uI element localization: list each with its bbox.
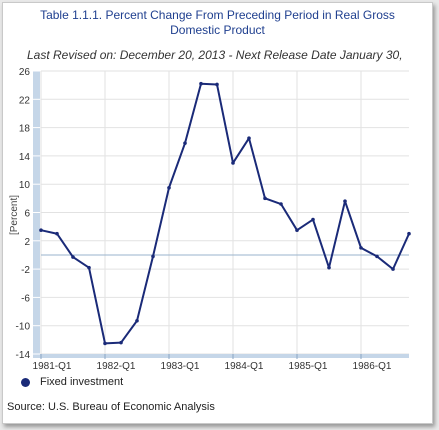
chart-subtitle: Last Revised on: December 20, 2013 - Nex… bbox=[27, 48, 403, 62]
data-point bbox=[103, 341, 107, 346]
data-point bbox=[87, 265, 91, 270]
chart-card: Table 1.1.1. Percent Change From Precedi… bbox=[2, 2, 433, 424]
y-tick-label: 10 bbox=[19, 180, 31, 191]
y-axis-label: [Percent] bbox=[9, 195, 20, 235]
x-tick-label: 1981-Q1 bbox=[33, 361, 72, 372]
x-tick-label: 1983-Q1 bbox=[161, 361, 200, 372]
data-point bbox=[375, 254, 379, 259]
chart-title-line1: Table 1.1.1. Percent Change From Precedi… bbox=[40, 8, 395, 22]
data-point bbox=[199, 81, 203, 86]
data-point bbox=[183, 141, 187, 145]
chart-title: Table 1.1.1. Percent Change From Precedi… bbox=[3, 8, 432, 38]
x-tick-label: 1985-Q1 bbox=[289, 361, 328, 372]
data-point bbox=[295, 228, 299, 232]
data-point bbox=[407, 231, 411, 236]
data-point bbox=[215, 82, 219, 87]
data-point bbox=[263, 196, 267, 201]
series-line bbox=[40, 82, 410, 345]
y-tick-label: -6 bbox=[21, 293, 30, 304]
data-point bbox=[231, 161, 235, 165]
y-axis-band bbox=[33, 70, 409, 358]
series-fixed-investment bbox=[39, 81, 411, 346]
y-tick-label: -10 bbox=[16, 322, 31, 333]
x-tick-label: 1984-Q1 bbox=[225, 361, 264, 372]
data-point bbox=[247, 136, 251, 141]
y-tick-label: -2 bbox=[21, 265, 30, 276]
grid-lines bbox=[40, 70, 409, 355]
data-point bbox=[343, 199, 347, 203]
y-tick-label: 18 bbox=[19, 124, 31, 135]
y-tick-label: 26 bbox=[19, 67, 31, 78]
data-point bbox=[279, 202, 283, 206]
data-point bbox=[119, 340, 123, 345]
data-point bbox=[55, 231, 59, 236]
x-axis-band-bar bbox=[33, 354, 409, 358]
y-tick-label: 22 bbox=[19, 95, 31, 106]
data-point bbox=[39, 228, 43, 232]
source-note: Source: U.S. Bureau of Economic Analysis bbox=[7, 401, 215, 413]
x-tick-label: 1982-Q1 bbox=[97, 361, 136, 372]
legend-label-fixed-investment: Fixed investment bbox=[40, 376, 124, 388]
x-tick-labels: 1981-Q1 1982-Q1 1983-Q1 1984-Q1 1985-Q1 1986-… bbox=[33, 354, 392, 372]
data-point bbox=[327, 265, 331, 270]
legend-marker bbox=[21, 377, 30, 387]
data-point bbox=[151, 254, 155, 259]
y-tick-label: 2 bbox=[24, 237, 30, 248]
y-tick-label: -14 bbox=[16, 350, 31, 361]
data-point bbox=[359, 246, 363, 250]
data-point bbox=[135, 318, 139, 323]
data-point bbox=[71, 255, 75, 259]
chart-title-line2: Domestic Product bbox=[170, 23, 265, 37]
data-point bbox=[391, 267, 395, 271]
data-point bbox=[167, 185, 171, 190]
data-point bbox=[311, 217, 315, 222]
legend: Fixed investment bbox=[21, 374, 123, 390]
y-tick-label: 14 bbox=[19, 152, 31, 163]
x-tick-label: 1986-Q1 bbox=[353, 361, 392, 372]
y-tick-label: 6 bbox=[24, 209, 30, 220]
